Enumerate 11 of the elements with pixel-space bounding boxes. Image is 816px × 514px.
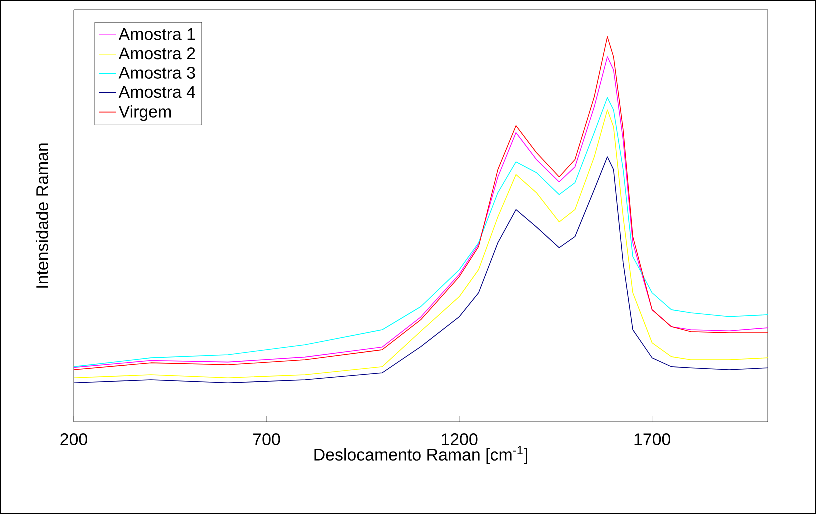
legend-label: Amostra 2 <box>118 48 196 60</box>
x-tick-label: 200 <box>60 434 88 446</box>
legend-label: Amostra 4 <box>118 86 196 98</box>
legend-label: Virgem <box>118 105 172 122</box>
x-tick-label: 1700 <box>634 434 671 446</box>
y-axis-title: Intensidade Raman <box>36 144 48 288</box>
legend-label: Amostra 3 <box>118 66 196 79</box>
legend-label: Amostra 1 <box>118 28 196 40</box>
x-axis-title: Deslocamento Raman [cm$^{-1}$] <box>314 446 528 464</box>
x-tick-label: 700 <box>254 434 280 446</box>
x-tick-label: 1200 <box>442 434 478 446</box>
